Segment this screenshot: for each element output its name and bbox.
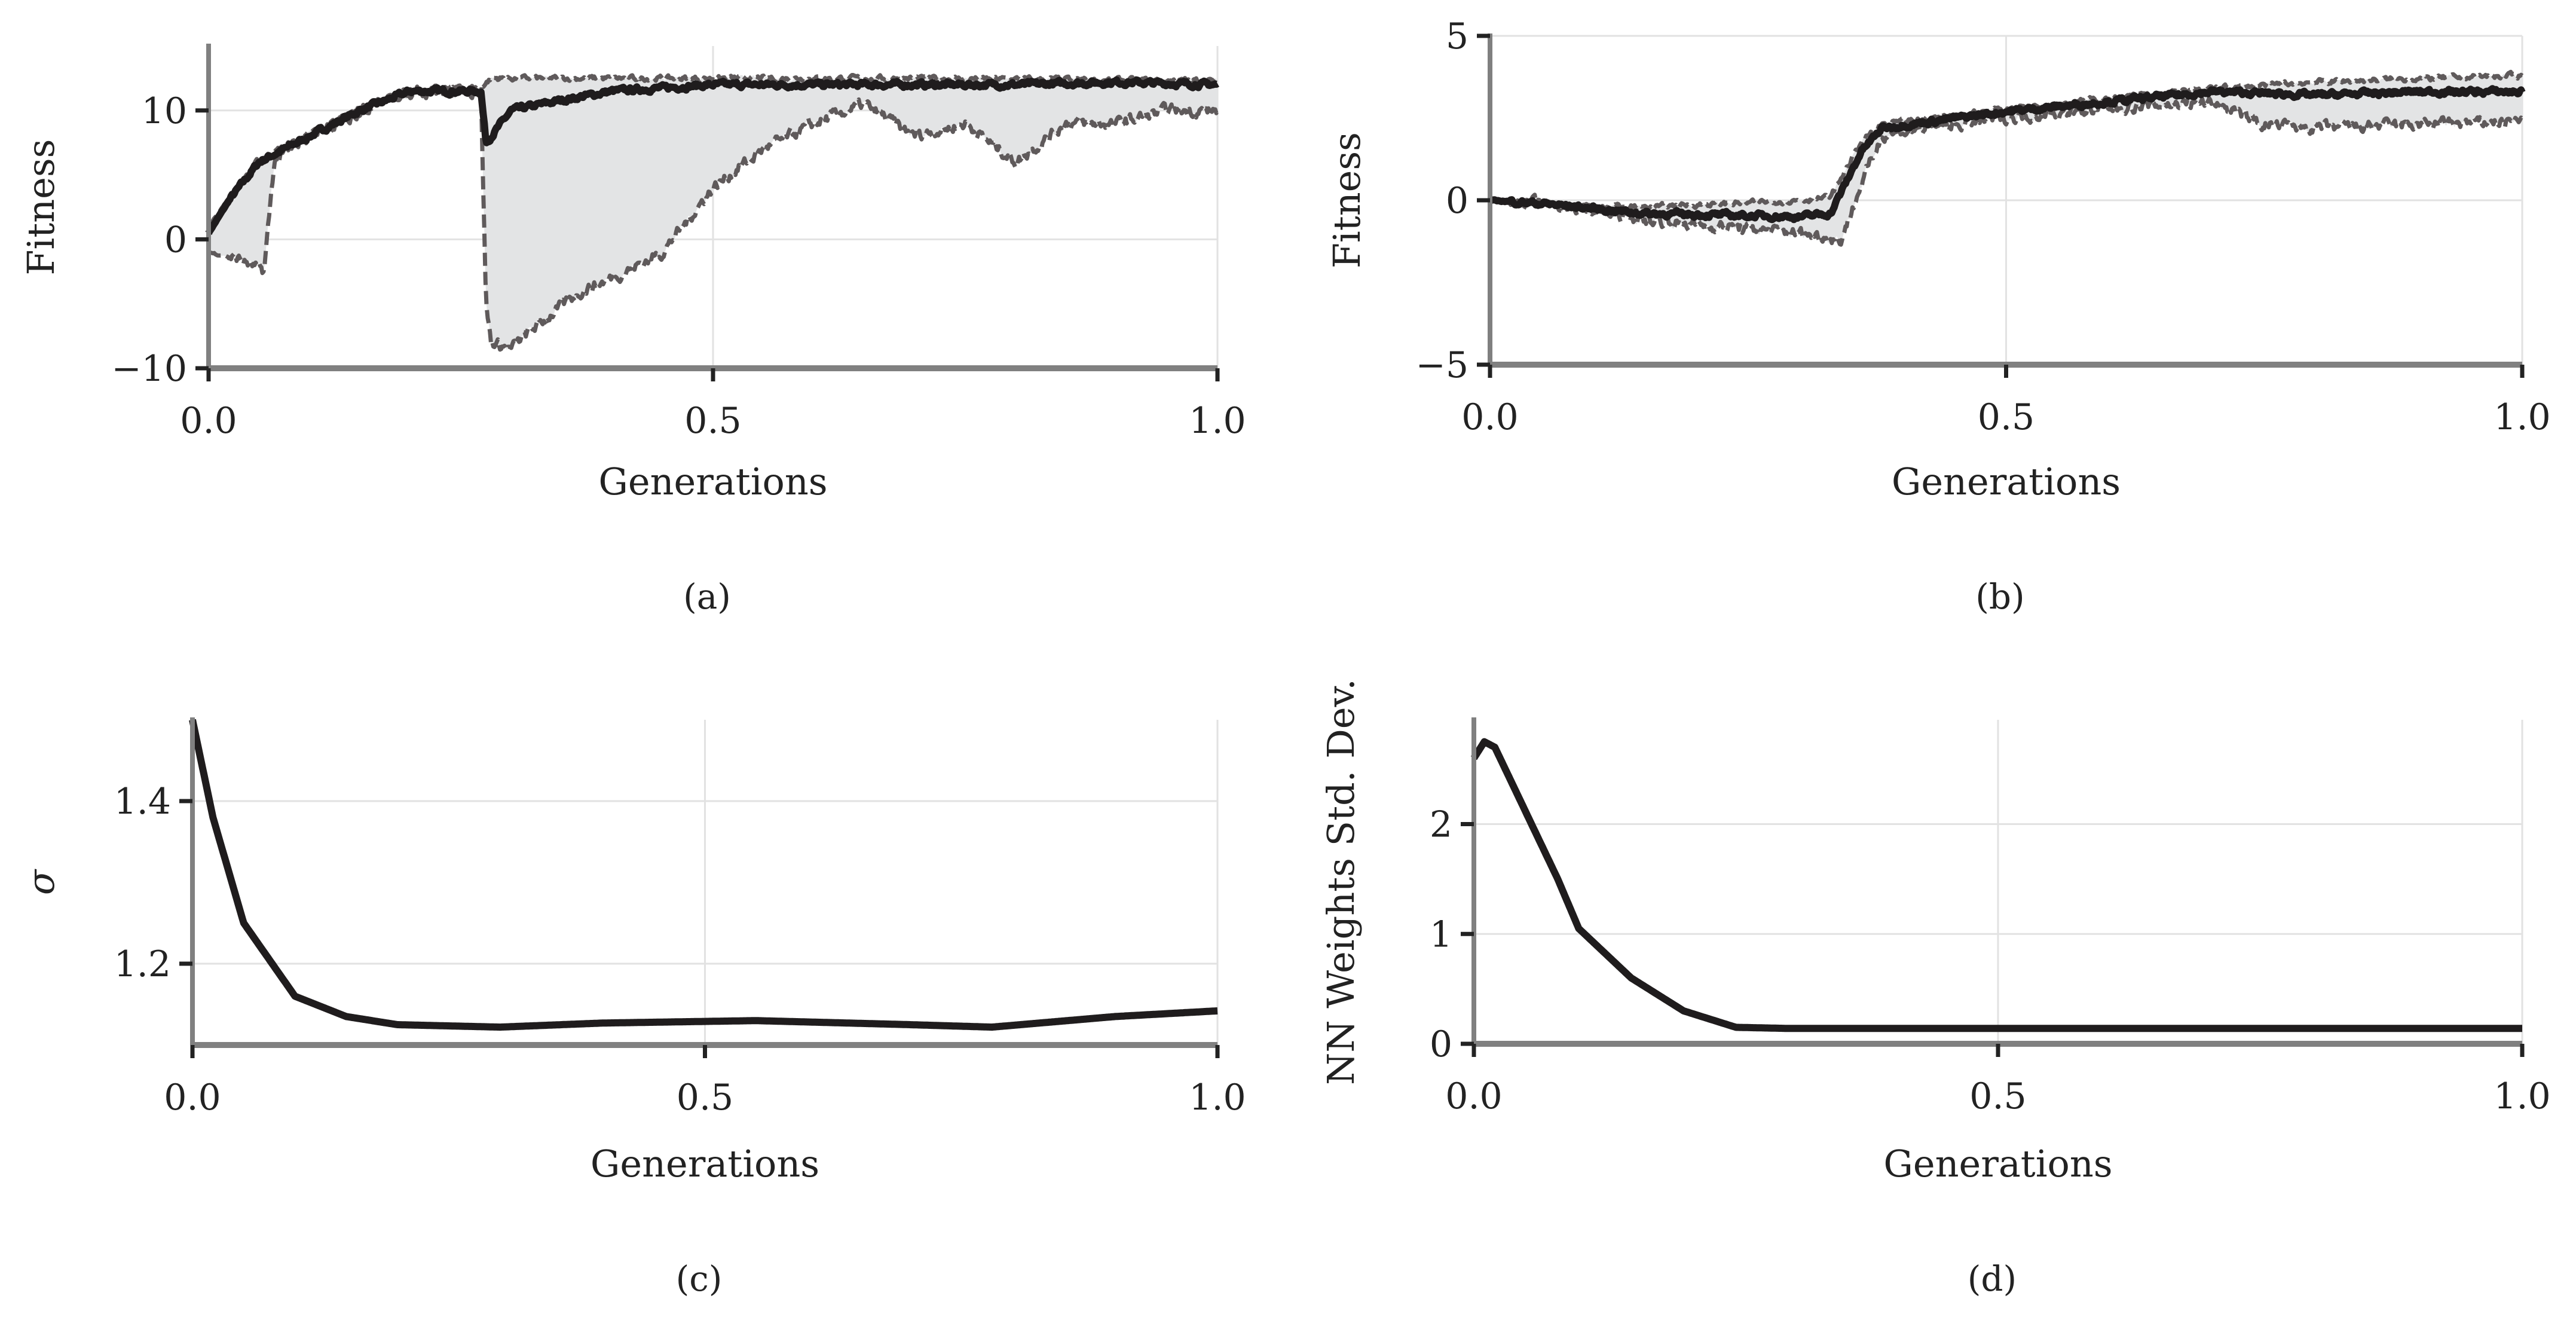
x-tick-label: 0.5 — [684, 400, 741, 442]
y-tick-label: 0 — [1446, 180, 1468, 222]
series-min-line — [1489, 96, 2524, 247]
x-tick-label: 1.0 — [2494, 396, 2550, 438]
y-axis-label: σ — [19, 869, 63, 895]
x-axis-label: Generations — [1883, 1142, 2112, 1185]
y-axis-label: NN Weights Std. Dev. — [1319, 679, 1363, 1085]
y-tick-label: −10 — [111, 348, 187, 390]
range-band — [1490, 72, 2522, 245]
subfigure-caption: (a) — [683, 576, 731, 617]
y-tick-label: 10 — [142, 90, 187, 132]
panel-c: 0.0 0.5 1.0 1.2 1.4 Generations σ (c) — [19, 717, 1246, 1299]
series-mean-line — [205, 76, 1220, 235]
series-mean-line — [1487, 85, 2526, 224]
y-tick-label: 0 — [1430, 1023, 1452, 1065]
y-tick-label: −5 — [1416, 344, 1468, 386]
x-tick-label: 0.5 — [677, 1077, 733, 1119]
x-axis-label: Generations — [1892, 460, 2121, 503]
x-tick-label: 1.0 — [1189, 1077, 1246, 1119]
range-band — [209, 75, 1217, 350]
y-tick-label: 1.2 — [114, 943, 171, 985]
y-tick-label: 5 — [1446, 16, 1468, 57]
panel-a: 0.0 0.5 1.0 −10 0 10 Generations Fitness (a) — [19, 44, 1246, 617]
x-tick-label: 1.0 — [1189, 400, 1246, 442]
subfigure-caption: (c) — [676, 1258, 723, 1299]
y-axis-label: Fitness — [1325, 132, 1369, 268]
x-tick-label: 0.0 — [164, 1077, 221, 1119]
panel-b: 0.0 0.5 1.0 −5 0 5 Generations Fitness (b) — [1325, 16, 2551, 617]
y-axis-label: Fitness — [19, 139, 63, 275]
series-mean-line — [189, 719, 1220, 1031]
y-tick-label: 1 — [1430, 913, 1452, 955]
x-tick-label: 0.0 — [1461, 396, 1518, 438]
series-mean-line — [1470, 738, 2525, 1032]
subfigure-caption: (d) — [1968, 1258, 2017, 1299]
x-tick-label: 1.0 — [2494, 1075, 2550, 1117]
y-tick-label: 0 — [164, 219, 187, 261]
panel-d: 0.0 0.5 1.0 0 1 2 Generations NN Weights Std. D… — [1319, 679, 2551, 1299]
y-tick-label: 2 — [1430, 804, 1452, 846]
x-tick-label: 0.5 — [1978, 396, 2035, 438]
x-tick-label: 0.0 — [180, 400, 237, 442]
subfigure-caption: (b) — [1975, 576, 2024, 617]
x-tick-label: 0.0 — [1445, 1075, 1502, 1117]
x-axis-label: Generations — [591, 1142, 819, 1185]
x-axis-label: Generations — [598, 460, 827, 503]
x-tick-label: 0.5 — [1969, 1075, 2026, 1117]
y-tick-label: 1.4 — [114, 781, 171, 823]
